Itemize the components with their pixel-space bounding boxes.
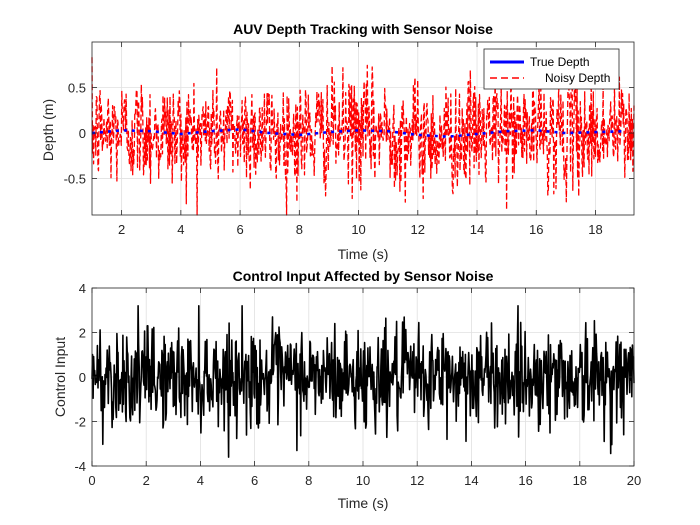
depth-y-tick-label: 0.5 bbox=[68, 81, 86, 96]
depth-x-tick-label: 8 bbox=[296, 222, 303, 237]
control-y-tick-label: 0 bbox=[79, 370, 86, 385]
control-x-tick-label: 0 bbox=[88, 473, 95, 488]
control-x-axis-label: Time (s) bbox=[338, 495, 389, 511]
control-y-tick-label: 2 bbox=[79, 326, 86, 341]
control-x-tick-label: 2 bbox=[143, 473, 150, 488]
legend-true-depth-label: True Depth bbox=[530, 55, 590, 69]
control-x-tick-label: 16 bbox=[518, 473, 532, 488]
depth-y-tick-label: -0.5 bbox=[64, 172, 86, 187]
depth-series-noisy-depth-line bbox=[91, 53, 635, 216]
control-x-tick-label: 6 bbox=[251, 473, 258, 488]
control-series-control-input-line bbox=[91, 305, 635, 458]
depth-chart-title: AUV Depth Tracking with Sensor Noise bbox=[233, 21, 493, 37]
control-x-tick-label: 8 bbox=[305, 473, 312, 488]
control-x-tick-label: 12 bbox=[410, 473, 424, 488]
depth-x-tick-label: 4 bbox=[177, 222, 184, 237]
control-x-tick-label: 18 bbox=[573, 473, 587, 488]
depth-x-tick-label: 12 bbox=[411, 222, 425, 237]
depth-x-tick-label: 16 bbox=[529, 222, 543, 237]
control-x-tick-label: 14 bbox=[464, 473, 478, 488]
depth-x-tick-label: 10 bbox=[351, 222, 365, 237]
control-y-tick-label: -2 bbox=[74, 415, 86, 430]
control-y-axis-label: Control Input bbox=[52, 337, 68, 417]
depth-x-tick-label: 6 bbox=[236, 222, 243, 237]
control-ticks: 0 2 4 6 8 10 12 14 16 18 20 -4 -2 0 2 4 bbox=[74, 281, 641, 488]
depth-x-tick-label: 14 bbox=[470, 222, 484, 237]
depth-x-tick-label: 2 bbox=[118, 222, 125, 237]
depth-series-true-depth-line bbox=[91, 128, 626, 138]
depth-x-tick-label: 18 bbox=[588, 222, 602, 237]
control-chart-title: Control Input Affected by Sensor Noise bbox=[233, 268, 494, 284]
depth-y-tick-label: 0 bbox=[79, 126, 86, 141]
depth-ticks: 2 4 6 8 10 12 14 16 18 -0.5 0 0.5 bbox=[64, 42, 634, 237]
depth-lines bbox=[91, 53, 635, 216]
depth-axes-box bbox=[91, 41, 635, 216]
control-x-tick-label: 20 bbox=[627, 473, 641, 488]
depth-x-axis-label: Time (s) bbox=[338, 246, 389, 262]
depth-y-axis-label: Depth (m) bbox=[40, 99, 56, 161]
legend: True Depth Noisy Depth bbox=[483, 48, 620, 90]
control-lines bbox=[91, 305, 635, 458]
control-x-tick-label: 10 bbox=[356, 473, 370, 488]
depth-axes: 2 4 6 8 10 12 14 16 18 -0.5 0 0.5 AUV Depth Trackin… bbox=[40, 21, 635, 262]
legend-box bbox=[483, 48, 620, 90]
control-axes: 0 2 4 6 8 10 12 14 16 18 20 -4 -2 0 2 4 Control Input A… bbox=[52, 268, 641, 511]
control-y-tick-label: -4 bbox=[74, 459, 86, 474]
legend-noisy-depth-label: Noisy Depth bbox=[545, 71, 610, 85]
control-x-tick-label: 4 bbox=[197, 473, 204, 488]
control-y-tick-label: 4 bbox=[79, 281, 86, 296]
